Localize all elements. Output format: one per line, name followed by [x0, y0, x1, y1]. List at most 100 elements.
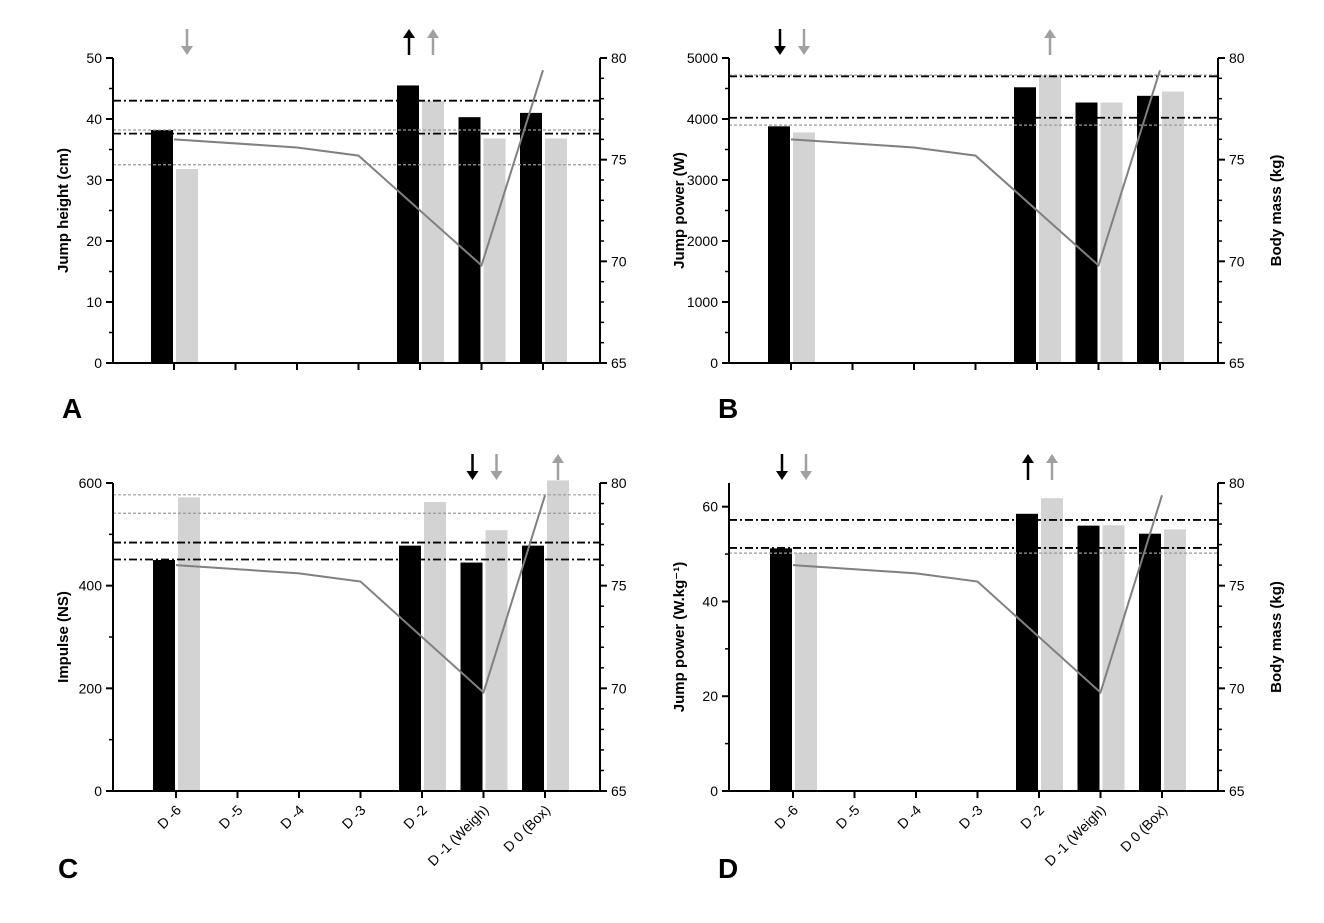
- panel-a-y-axis-label: Jump height (cm): [55, 148, 72, 273]
- panel-d-bar-black-4: [1016, 513, 1038, 791]
- panel-c-arrow-down-grey-1-head: [490, 471, 503, 480]
- panel-b-ytick-label-3: 3000: [687, 172, 718, 188]
- panel-b-y2tick-label-3: 80: [1229, 50, 1245, 66]
- panel-d-y2-axis-label: Body mass (kg): [1268, 581, 1285, 693]
- panel-d-arrow-down-grey-1: [800, 454, 812, 480]
- panel-b-y-axis-label: Jump power (W): [671, 152, 688, 269]
- panel-d-arrow-up-black-2: [1022, 454, 1034, 480]
- panel-d-ytick-label-0: 0: [710, 783, 718, 799]
- panel-b-y2tick-label-0: 65: [1229, 355, 1245, 371]
- panel-a-ytick-label-2: 20: [86, 233, 102, 249]
- panel-c-xtick-label-3: D -3: [339, 802, 369, 832]
- panel-c-label: C: [58, 853, 78, 884]
- panel-d-arrow-down-black-0-head: [776, 471, 788, 480]
- panel-b-label: B: [718, 393, 738, 424]
- panel-b-ytick-label-4: 4000: [687, 111, 718, 127]
- panel-a-bar-black-5: [458, 117, 481, 363]
- panel-a-ytick-label-5: 50: [86, 50, 102, 66]
- panel-c-arrow-up-grey-2-head: [552, 454, 564, 463]
- panel-b-y2-axis-label: Body mass (kg): [1268, 155, 1285, 267]
- panel-c-arrow-down-grey-1: [490, 454, 503, 480]
- panel-d-bar-grey-4: [1041, 498, 1063, 791]
- panel-c-y2tick-label-1: 70: [611, 680, 627, 696]
- panel-d-y2tick-label-2: 75: [1229, 578, 1245, 594]
- panel-b-bar-black-6: [1137, 95, 1159, 363]
- panel-a-bar-black-0: [151, 129, 173, 363]
- panel-a-ytick-label-0: 0: [94, 355, 102, 371]
- panel-a-bar-grey-4: [422, 100, 444, 363]
- panel-d-body-mass-line: [792, 495, 1163, 695]
- panel-d-ytick-label-3: 60: [702, 499, 718, 515]
- panel-a-body-mass-line: [173, 69, 544, 268]
- panel-b-bar-black-5: [1075, 102, 1098, 363]
- panel-b-bar-grey-0: [793, 132, 815, 363]
- panel-b-bar-black-0: [768, 126, 790, 363]
- panel-c-ytick-label-0: 0: [94, 783, 102, 799]
- panel-d-xtick-label-0: D -6: [771, 802, 801, 832]
- panel-d-bar-black-0: [770, 548, 792, 791]
- panel-c-bar-black-0: [153, 560, 175, 791]
- panel-c-y2tick-label-2: 75: [611, 578, 627, 594]
- panel-d-arrow-down-black-0: [776, 454, 788, 480]
- panel-c-xtick-label-1: D -5: [216, 802, 246, 832]
- panel-b-ytick-label-5: 5000: [687, 50, 718, 66]
- panel-d-bar-grey-0: [795, 553, 817, 791]
- panel-c-ytick-label-3: 600: [79, 475, 103, 491]
- panel-c-bar-grey-5: [485, 530, 508, 791]
- panel-a-arrow-up-black-1: [403, 29, 415, 55]
- panel-a-bar-grey-0: [176, 169, 198, 363]
- panel-c-y2tick-label-0: 65: [611, 783, 627, 799]
- panel-c-xtick-label-0: D -6: [154, 802, 184, 832]
- panel-c-arrow-up-grey-2: [552, 454, 564, 480]
- panel-b-bar-grey-6: [1162, 91, 1184, 364]
- panel-d-arrow-up-grey-3-head: [1046, 454, 1058, 463]
- panel-c-bar-black-5: [460, 562, 483, 791]
- panel-d-ytick-label-1: 20: [702, 688, 718, 704]
- panel-b-arrow-up-grey-2-head: [1044, 29, 1056, 38]
- panel-b-ytick-label-0: 0: [710, 355, 718, 371]
- panel-c-xtick-label-5: D -1 (Weigh): [424, 802, 491, 869]
- panel-d-xtick-label-4: D -2: [1017, 802, 1047, 832]
- panel-b-arrow-down-grey-1-head: [798, 46, 810, 55]
- panel-c-xtick-label-2: D -4: [277, 802, 307, 832]
- panel-d-bar-grey-6: [1164, 529, 1186, 791]
- panel-c-arrow-down-black-0-head: [466, 471, 479, 480]
- panel-a-ytick-label-1: 10: [86, 294, 102, 310]
- panel-a-bar-black-4: [397, 85, 419, 363]
- panel-a-arrow-up-grey-2: [427, 29, 439, 55]
- panel-a-arrow-down-grey-0-head: [181, 46, 193, 55]
- panel-b-arrow-down-black-0-head: [774, 46, 786, 55]
- panel-c-xtick-label-4: D -2: [400, 802, 430, 832]
- panel-b-y2tick-label-1: 70: [1229, 253, 1245, 269]
- panel-c-y2tick-label-3: 80: [611, 475, 627, 491]
- panel-a-y2tick-label-1: 70: [611, 253, 627, 269]
- panel-b-arrow-down-black-0: [774, 29, 786, 55]
- panel-d-bar-black-5: [1077, 525, 1100, 791]
- panel-d-bar-grey-5: [1102, 525, 1125, 791]
- panel-c-bar-black-6: [522, 545, 544, 791]
- panel-c-body-mass-line: [175, 495, 546, 695]
- panel-c-bar-grey-0: [178, 497, 200, 791]
- panel-d-arrow-up-black-2-head: [1022, 454, 1034, 463]
- panel-a-arrow-up-black-1-head: [403, 29, 415, 38]
- panel-a-bar-grey-5: [483, 138, 506, 363]
- panel-c-ytick-label-2: 400: [79, 578, 103, 594]
- panel-d-arrow-down-grey-1-head: [800, 471, 812, 480]
- panel-b-bar-grey-4: [1039, 75, 1061, 363]
- panel-a-arrow-down-grey-0: [181, 29, 193, 55]
- panel-b-arrow-up-grey-2: [1044, 29, 1056, 55]
- panel-a-y2tick-label-0: 65: [611, 355, 627, 371]
- panel-c-ytick-label-1: 200: [79, 680, 103, 696]
- panel-d-xtick-label-1: D -5: [833, 802, 863, 832]
- panel-a-bar-black-6: [520, 112, 542, 364]
- panel-b-ytick-label-2: 2000: [687, 233, 718, 249]
- panel-d-y2tick-label-3: 80: [1229, 475, 1245, 491]
- panel-c-bar-grey-4: [424, 501, 446, 791]
- panel-c-y-axis-label: Impulse (NS): [55, 591, 72, 683]
- panel-d-xtick-label-6: D 0 (Box): [1117, 802, 1170, 855]
- panel-d-xtick-label-5: D -1 (Weigh): [1041, 802, 1108, 869]
- panel-b-bar-grey-5: [1100, 102, 1123, 363]
- panel-d-xtick-label-2: D -4: [894, 802, 924, 832]
- panel-b-arrow-down-grey-1: [798, 29, 810, 55]
